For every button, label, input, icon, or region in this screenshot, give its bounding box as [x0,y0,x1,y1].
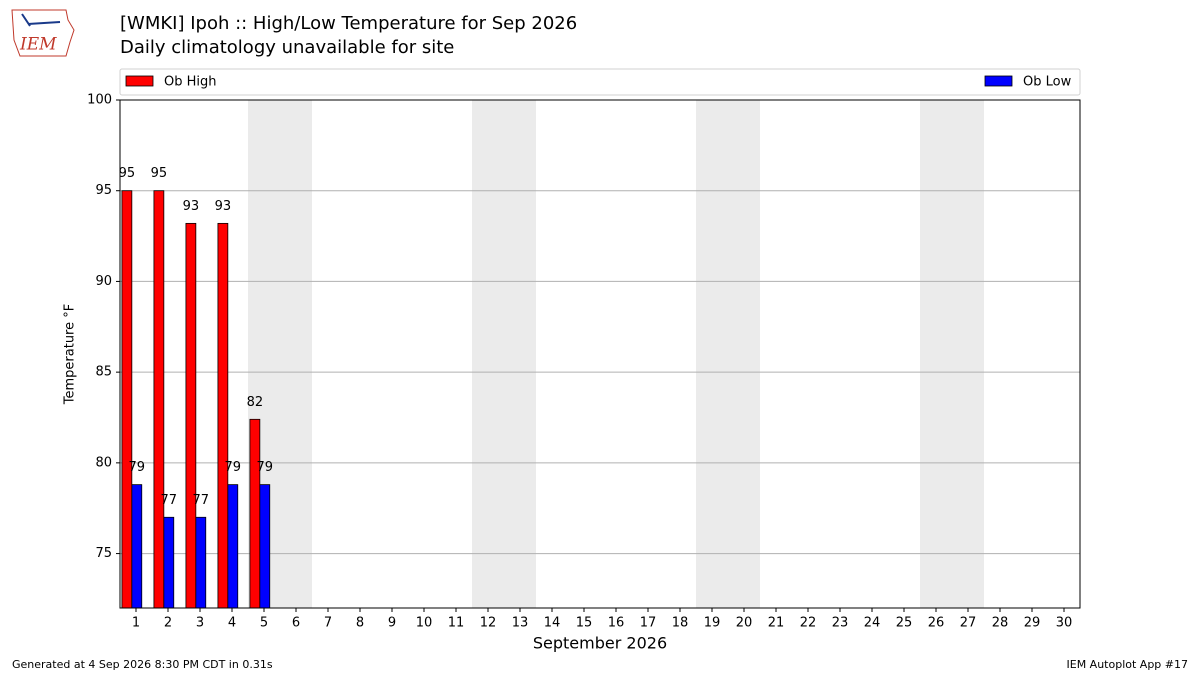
chart-title: [WMKI] Ipoh :: High/Low Temperature for … [120,13,577,34]
bar [153,190,165,609]
x-tick-label: 20 [736,616,753,631]
legend-swatch [984,75,1013,87]
bar [217,222,229,609]
y-axis-label: Temperature °F [63,304,78,405]
x-tick-label: 24 [864,616,881,631]
bar [131,484,143,609]
shaded-band [504,100,536,608]
shaded-band [696,100,728,608]
x-tick-label: 29 [1024,616,1041,631]
x-tick-label: 6 [292,616,300,631]
bar [195,516,207,609]
x-tick-label: 27 [960,616,977,631]
data-label: 95 [119,166,136,181]
footer-left: Generated at 4 Sep 2026 8:30 PM CDT in 0… [12,658,273,671]
x-tick-label: 23 [832,616,849,631]
x-tick-label: 17 [640,616,657,631]
x-axis-label: September 2026 [533,634,667,653]
x-tick-label: 11 [448,616,465,631]
chart-subtitle: Daily climatology unavailable for site [120,37,454,58]
legend-label: Ob Low [1023,75,1072,90]
legend-label: Ob High [164,75,217,90]
x-tick-label: 13 [512,616,529,631]
data-label: 93 [215,199,232,214]
x-tick-label: 4 [228,616,236,631]
x-tick-label: 16 [608,616,625,631]
x-tick-label: 21 [768,616,785,631]
shaded-band [728,100,760,608]
x-tick-label: 25 [896,616,913,631]
x-tick-label: 28 [992,616,1009,631]
bar [163,516,175,609]
x-tick-label: 2 [164,616,172,631]
data-label: 79 [257,460,274,475]
x-tick-label: 14 [544,616,561,631]
y-tick-label: 100 [87,93,112,108]
y-tick-label: 95 [95,183,112,198]
data-label: 93 [183,199,200,214]
shaded-band [280,100,312,608]
x-tick-label: 26 [928,616,945,631]
data-label: 77 [193,493,210,508]
y-tick-label: 90 [95,274,112,289]
data-label: 82 [247,395,264,410]
x-tick-label: 1 [132,616,140,631]
legend-box [119,68,1081,96]
x-tick-label: 8 [356,616,364,631]
x-tick-label: 18 [672,616,689,631]
x-tick-label: 10 [416,616,433,631]
logo-text: IEM [19,35,57,55]
bar [121,190,133,609]
legend-swatch [125,75,154,87]
y-tick-label: 80 [95,455,112,470]
data-label: 79 [225,460,242,475]
x-tick-label: 15 [576,616,593,631]
bar [185,222,197,609]
x-tick-label: 19 [704,616,721,631]
data-label: 95 [151,166,168,181]
bar [249,418,261,609]
shaded-band [920,100,952,608]
x-tick-label: 3 [196,616,204,631]
plot-frame [119,99,1081,609]
data-label: 79 [129,460,146,475]
x-tick-label: 5 [260,616,268,631]
x-tick-label: 7 [324,616,332,631]
data-label: 77 [161,493,178,508]
y-tick-label: 85 [95,365,112,380]
footer-right: IEM Autoplot App #17 [1067,658,1189,671]
y-tick-label: 75 [95,546,112,561]
shaded-band [952,100,984,608]
x-tick-label: 12 [480,616,497,631]
bar [227,484,239,609]
x-tick-label: 9 [388,616,396,631]
bar [259,484,271,609]
x-tick-label: 30 [1056,616,1073,631]
shaded-band [472,100,504,608]
x-tick-label: 22 [800,616,817,631]
logo: IEM [11,9,75,57]
